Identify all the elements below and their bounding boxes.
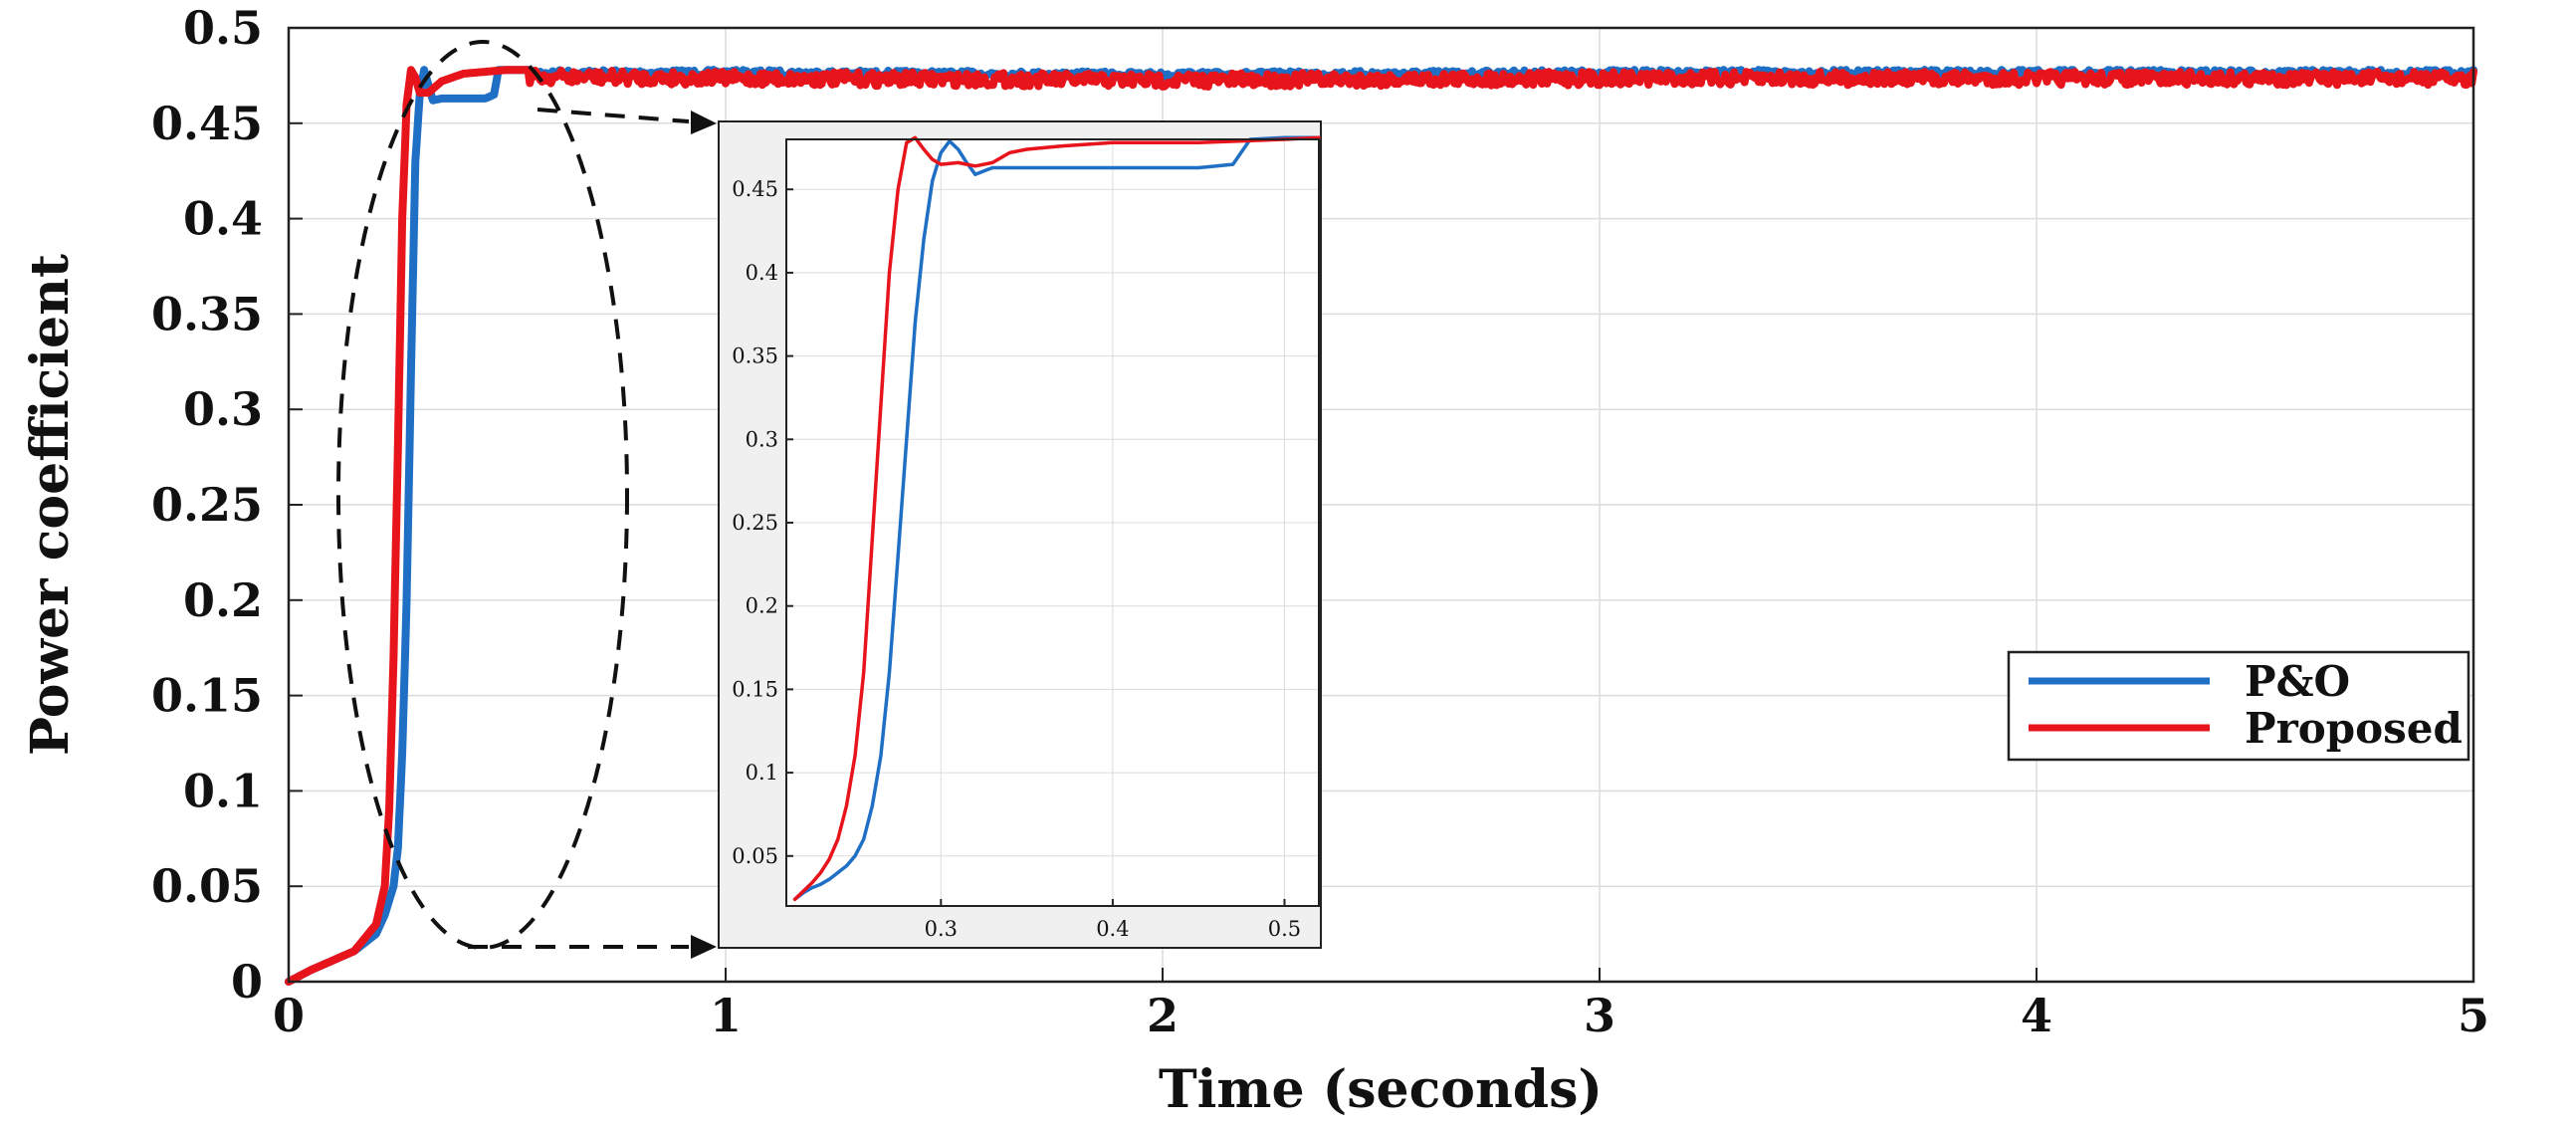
y-tick-label: 0.15 <box>732 677 778 701</box>
inset-plot-frame <box>785 138 1320 907</box>
x-tick-label: 1 <box>710 989 742 1042</box>
y-tick-label: 0.05 <box>732 844 778 868</box>
y-tick-label: 0.25 <box>151 478 263 532</box>
y-tick-label: 0.35 <box>732 344 778 368</box>
y-tick-label: 0 <box>231 955 263 1009</box>
x-tick-label: 3 <box>1584 989 1615 1042</box>
inset-tick-labels: 0.3 0.4 0.5 0.05 0.1 0.15 0.2 0.25 0.3 0.35 0.4 0.4… <box>732 177 1301 941</box>
series-line-proposed <box>285 66 2477 986</box>
legend-label-proposed: Proposed <box>2245 704 2463 753</box>
main-tick-labels: 0 1 2 3 4 500.050.10.150.20.250.30.350.40.450… <box>151 1 2489 1042</box>
zoom-connector-top <box>537 108 717 134</box>
legend-box <box>2007 650 2470 762</box>
series-line-series-0 <box>792 135 1321 902</box>
y-tick-label: 0.4 <box>746 261 778 285</box>
y-tick-label: 0.45 <box>732 177 778 201</box>
x-tick-label: 2 <box>1147 989 1179 1042</box>
legend: P&O Proposed <box>2007 650 2470 762</box>
y-tick-label: 0.2 <box>183 573 263 627</box>
x-tick-label: 0.3 <box>925 917 958 941</box>
x-tick-label: 0 <box>273 989 305 1042</box>
legend-label-po: P&O <box>2245 657 2350 706</box>
y-tick-label: 0.25 <box>732 511 778 535</box>
y-axis-title: Power coefficient <box>20 254 81 756</box>
x-tick-label: 0.5 <box>1268 917 1301 941</box>
main-plot-frame <box>287 26 2475 984</box>
zoom-connector-bottom <box>468 935 717 959</box>
y-tick-label: 0.05 <box>151 859 263 913</box>
inset-zoom-chart: 0.3 0.4 0.5 0.05 0.1 0.15 0.2 0.25 0.3 0.35 0.4 0.4… <box>718 120 1322 949</box>
y-tick-label: 0.2 <box>746 594 778 618</box>
x-tick-label: 5 <box>2458 989 2489 1042</box>
y-tick-label: 0.15 <box>151 669 263 723</box>
x-axis-title: Time (seconds) <box>1159 1059 1603 1120</box>
y-tick-label: 0.35 <box>151 287 263 340</box>
main-series-layer <box>285 66 2477 986</box>
inset-grid <box>786 139 1319 906</box>
zoom-region-ellipse <box>336 40 629 950</box>
y-tick-label: 0.3 <box>746 427 778 451</box>
y-tick-label: 0.1 <box>746 761 778 785</box>
y-tick-label: 0.45 <box>151 97 263 150</box>
y-tick-label: 0.3 <box>183 382 263 436</box>
y-tick-label: 0.1 <box>183 764 263 817</box>
x-tick-label: 0.4 <box>1096 917 1129 941</box>
y-tick-label: 0.5 <box>183 1 263 55</box>
x-tick-label: 4 <box>2021 989 2052 1042</box>
y-tick-label: 0.4 <box>183 192 263 246</box>
